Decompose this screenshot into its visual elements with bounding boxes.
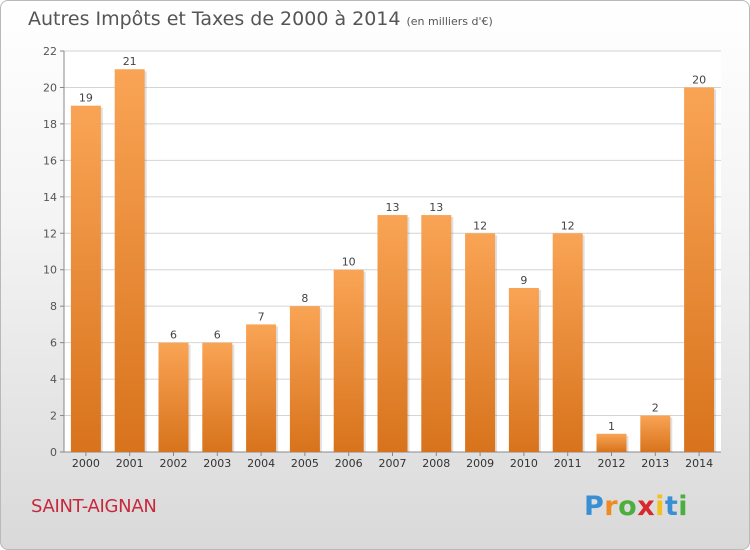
- chart-title-text: Autres Impôts et Taxes de 2000 à 2014: [28, 8, 401, 30]
- bar: [596, 433, 627, 452]
- bar-value-label: 20: [692, 73, 706, 86]
- bar: [640, 415, 671, 452]
- bar: [377, 215, 408, 452]
- chart-subtitle: (en milliers d'€): [406, 15, 493, 28]
- bar-value-label: 6: [214, 329, 221, 342]
- bar: [465, 233, 496, 452]
- chart-title: Autres Impôts et Taxes de 2000 à 2014 (en…: [28, 8, 493, 30]
- bar-value-label: 13: [429, 201, 443, 214]
- logo-letter: P: [584, 491, 605, 522]
- bar: [202, 342, 233, 452]
- bar: [246, 324, 277, 452]
- y-tick-label: 12: [43, 227, 57, 240]
- x-tick-label: 2002: [160, 457, 188, 470]
- bar-value-label: 9: [520, 274, 527, 287]
- bar: [158, 342, 189, 452]
- x-tick-label: 2004: [247, 457, 275, 470]
- y-tick-label: 2: [50, 410, 57, 423]
- bar-value-label: 12: [561, 219, 575, 232]
- logo-letter: i: [678, 491, 689, 522]
- y-tick-label: 18: [43, 118, 57, 131]
- y-tick-label: 8: [50, 300, 57, 313]
- y-tick-label: 22: [43, 45, 57, 58]
- x-tick-label: 2005: [291, 457, 319, 470]
- proxiti-logo: Proxiti: [584, 491, 688, 522]
- bar-value-label: 13: [386, 201, 400, 214]
- bar: [333, 269, 364, 452]
- x-tick-label: 2006: [335, 457, 363, 470]
- logo-letter: o: [618, 491, 638, 522]
- x-tick-label: 2011: [554, 457, 582, 470]
- logo-letter: i: [655, 491, 665, 522]
- x-tick-label: 2009: [466, 457, 494, 470]
- bar-value-label: 8: [301, 292, 308, 305]
- x-tick-label: 2007: [379, 457, 407, 470]
- bar-value-label: 6: [170, 329, 177, 342]
- x-tick-label: 2010: [510, 457, 538, 470]
- bar: [552, 233, 583, 452]
- bar: [289, 306, 320, 452]
- x-tick-label: 2001: [116, 457, 144, 470]
- y-tick-label: 6: [50, 337, 57, 350]
- x-tick-label: 2008: [422, 457, 450, 470]
- bar-value-label: 7: [258, 310, 265, 323]
- y-tick-label: 16: [43, 154, 57, 167]
- logo-letter: t: [664, 491, 679, 522]
- x-tick-label: 2003: [203, 457, 231, 470]
- bar-value-label: 1: [608, 420, 615, 433]
- bar-value-label: 19: [79, 92, 93, 105]
- x-tick-label: 2000: [72, 457, 100, 470]
- logo-letter: x: [637, 491, 656, 522]
- y-tick-label: 20: [43, 81, 57, 94]
- commune-name: SAINT-AIGNAN: [31, 496, 157, 517]
- logo-letter: r: [604, 491, 619, 522]
- x-tick-label: 2013: [641, 457, 669, 470]
- bar: [114, 69, 145, 453]
- bar-value-label: 21: [123, 55, 137, 68]
- bar-value-label: 12: [473, 219, 487, 232]
- y-tick-label: 14: [43, 191, 57, 204]
- y-tick-label: 4: [50, 373, 57, 386]
- y-tick-label: 0: [50, 446, 57, 459]
- bar-value-label: 10: [342, 256, 356, 269]
- x-tick-label: 2014: [685, 457, 713, 470]
- bar-value-label: 2: [652, 402, 659, 415]
- bar: [421, 215, 452, 452]
- bar: [508, 287, 539, 452]
- bar: [684, 87, 715, 453]
- bar: [70, 105, 101, 452]
- x-tick-label: 2012: [598, 457, 626, 470]
- y-tick-label: 10: [43, 264, 57, 277]
